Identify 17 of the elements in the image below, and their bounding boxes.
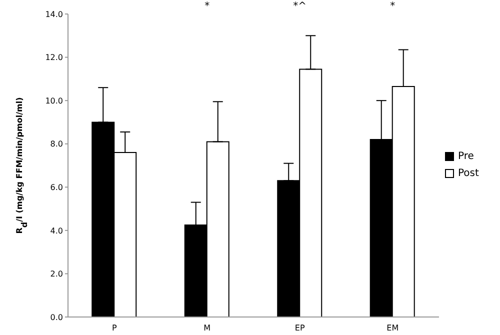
y-tick-label: 0.0 (50, 312, 63, 322)
x-tick-label: EM (386, 324, 399, 333)
y-tick-label: 6.0 (50, 182, 63, 192)
y-tick-label: 2.0 (50, 270, 63, 279)
y-tick-label: 10.0 (45, 96, 63, 106)
x-tick-label: P (112, 324, 117, 333)
y-tick-label: 8.0 (50, 140, 63, 149)
text: * (204, 1, 210, 12)
y-tick-label: 4.0 (50, 226, 63, 236)
legend-label: Post (458, 168, 479, 178)
text: * (390, 1, 396, 12)
x-tick-label: M (204, 324, 211, 333)
x-tick-label: EP (294, 324, 305, 333)
y-tick-label: 14.0 (45, 10, 63, 19)
y-tick-label: 12.0 (45, 53, 63, 62)
legend-label: Pre (458, 150, 474, 162)
text: *^ (293, 1, 307, 12)
